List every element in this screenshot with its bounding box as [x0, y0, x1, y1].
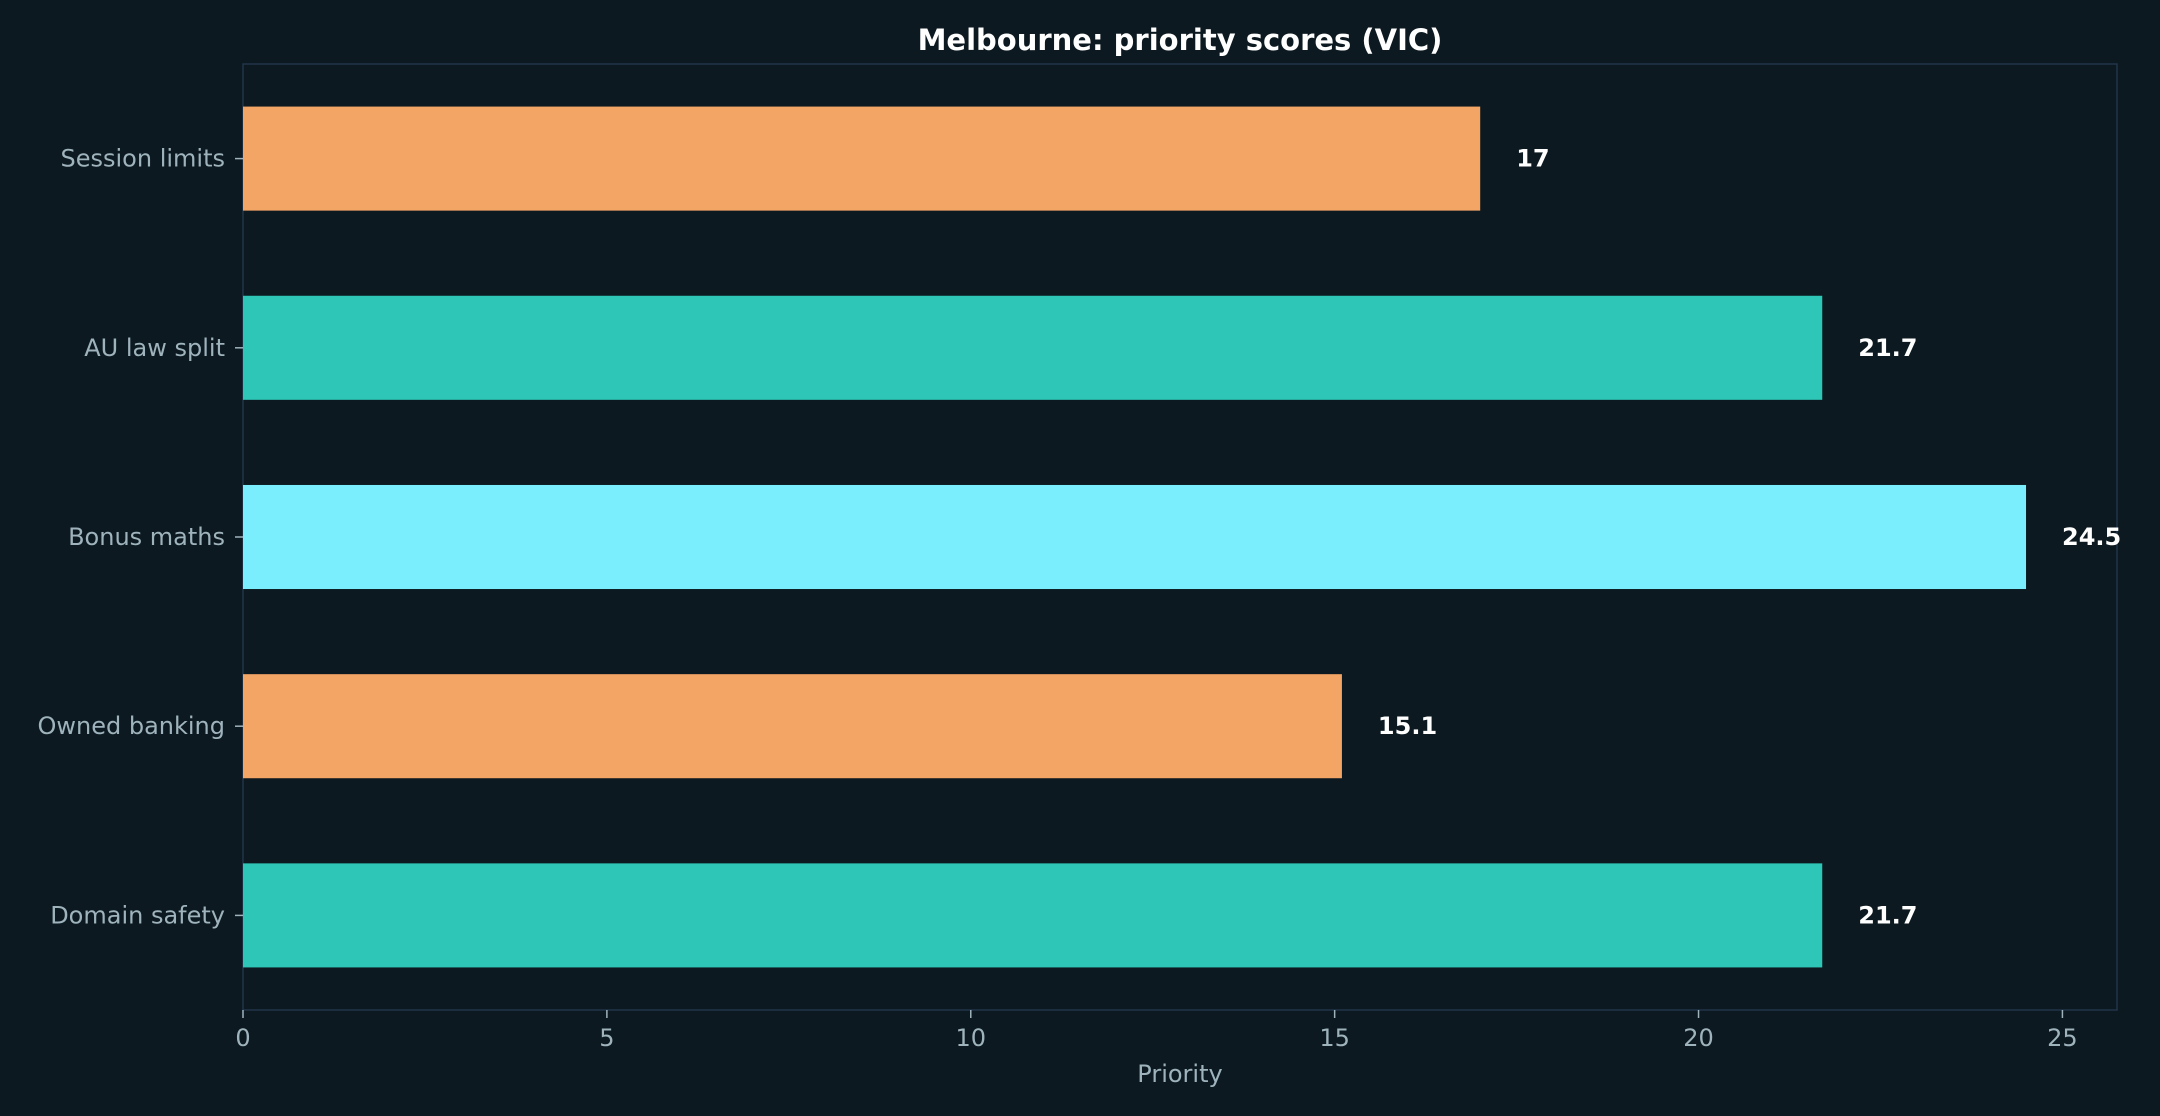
y-tick-label: Domain safety	[50, 901, 225, 929]
x-axis: 0 5 10 15 20 25	[235, 1010, 2078, 1052]
y-tick-label: Session limits	[61, 145, 226, 173]
chart-title: Melbourne: priority scores (VIC)	[918, 23, 1443, 57]
bars: 17 21.7 24.5 15.1 21.7	[243, 106, 2121, 968]
bar	[243, 484, 2027, 590]
x-tick-label: 10	[955, 1024, 986, 1052]
x-tick-label: 0	[235, 1024, 250, 1052]
x-axis-label: Priority	[1137, 1060, 1222, 1088]
y-tick-label: Bonus maths	[68, 523, 225, 551]
bar-value-label: 15.1	[1378, 712, 1437, 740]
bar	[243, 295, 1823, 400]
bar	[243, 674, 1342, 779]
bar-value-label: 24.5	[2062, 523, 2121, 551]
bar-value-label: 21.7	[1858, 334, 1917, 362]
y-tick-label: AU law split	[84, 334, 225, 362]
bar-value-label: 17	[1516, 145, 1549, 173]
bar	[243, 863, 1823, 968]
y-axis: Session limits AU law split Bonus maths Own…	[37, 145, 243, 929]
bar-value-label: 21.7	[1858, 901, 1917, 929]
x-tick-label: 25	[2047, 1024, 2078, 1052]
x-tick-label: 5	[599, 1024, 614, 1052]
y-tick-label: Owned banking	[37, 712, 225, 740]
bar	[243, 106, 1481, 211]
x-tick-label: 15	[1319, 1024, 1350, 1052]
x-tick-label: 20	[1683, 1024, 1714, 1052]
